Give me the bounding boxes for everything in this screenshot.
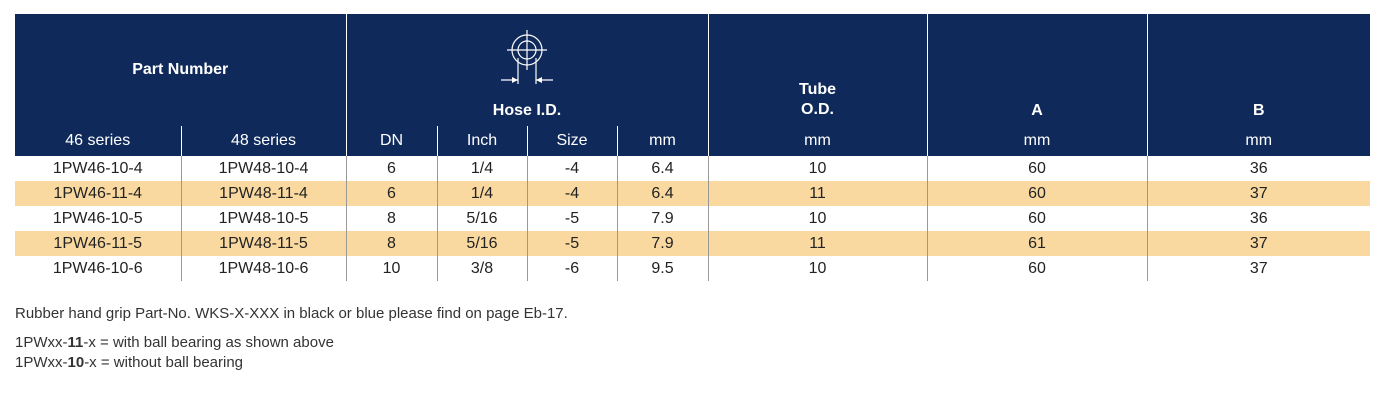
table-cell: 60 <box>926 256 1147 281</box>
table-cell: 9.5 <box>616 256 708 281</box>
header-cell: Tube O.D. <box>707 14 927 126</box>
table-cell: 6.4 <box>616 181 708 206</box>
subheader-cell: 46 series <box>15 126 181 156</box>
table-cell: 37 <box>1146 256 1370 281</box>
header-text: Tube <box>798 81 837 98</box>
table-row: 1PW46-10-6 1PW48-10-6 10 3/8 -6 9.5 10 60 37 <box>15 256 1370 281</box>
subheader-cell: Inch <box>436 126 527 156</box>
table-cell: 1PW46-10-6 <box>52 259 143 277</box>
subheader-cell: mm <box>926 126 1147 156</box>
header-cell: A <box>926 14 1147 126</box>
header-cell: Hose I.D. <box>345 14 708 126</box>
subheader-row: 46 series 48 series DN Inch Size mm mm mm mm <box>15 126 1370 156</box>
table-cell: 1PW46-10-4 <box>52 159 143 177</box>
note: Rubber hand grip Part-No. WKS-X-XXX in b… <box>15 305 568 322</box>
table-cell: 1PW46-11-5 <box>15 231 181 256</box>
table-cell: 6.4 <box>616 156 708 181</box>
header-cell: Part Number <box>15 14 346 126</box>
table-cell: 6 <box>345 156 437 181</box>
subheader-cell: mm <box>707 126 927 156</box>
table-cell: 1/4 <box>436 181 527 206</box>
table-cell: 1PW48-10-4 <box>180 156 346 181</box>
note: 1PWxx-10-x = without ball bearing <box>15 353 568 373</box>
header-text: Hose I.D. <box>492 102 562 119</box>
subheader-cell: mm <box>1146 126 1370 156</box>
table-cell: 37 <box>1146 231 1370 256</box>
table-cell: 10 <box>707 206 927 231</box>
table-cell: 1PW48-11-4 <box>180 181 346 206</box>
table-cell: -6 <box>526 256 617 281</box>
table-row: 1PW46-10-5 1PW48-10-5 8 5/16 -5 7.9 10 60 36 <box>15 206 1370 231</box>
table-cell: -5 <box>526 231 617 256</box>
table-cell: 11 <box>707 231 927 256</box>
table-cell: 8 <box>345 231 437 256</box>
note: 1PWxx-11-x = with ball bearing as shown … <box>15 333 568 353</box>
table-row: 1PW46-11-5 1PW48-11-5 8 5/16 -5 7.9 11 61 37 <box>15 231 1370 256</box>
table-cell: 3/8 <box>436 256 527 281</box>
table-cell: 7.9 <box>616 231 708 256</box>
subheader-cell: mm <box>616 126 708 156</box>
table-cell: 5/16 <box>436 206 527 231</box>
table-cell: 60 <box>926 181 1147 206</box>
subheader-cell: 48 series <box>180 126 346 156</box>
table-cell: 1PW48-10-5 <box>180 206 346 231</box>
table-body: 1PW46-10-4 1PW48-10-4 6 1/4 -4 6.4 10 60 36 1PW46… <box>15 156 1370 281</box>
table-cell: 1PW48-11-5 <box>180 231 346 256</box>
table-cell: 1/4 <box>436 156 527 181</box>
table-cell: 10 <box>345 256 437 281</box>
table-cell: -5 <box>526 206 617 231</box>
note-text: -x = without ball bearing <box>84 354 244 371</box>
table-cell: 8 <box>345 206 437 231</box>
parts-table: Part Number Hose I.D. <box>15 14 1370 281</box>
notes: Rubber hand grip Part-No. WKS-X-XXX in b… <box>15 304 568 373</box>
table-cell: 37 <box>1146 181 1370 206</box>
note-bold: 11 <box>67 334 84 351</box>
table-cell: -4 <box>526 156 617 181</box>
table-cell: 7.9 <box>616 206 708 231</box>
table-cell: 10 <box>707 256 927 281</box>
table-cell: 1PW46-10-5 <box>52 209 143 227</box>
table-cell: 10 <box>707 156 927 181</box>
table-row: 1PW46-10-4 1PW48-10-4 6 1/4 -4 6.4 10 60 36 <box>15 156 1370 181</box>
header-row: Part Number Hose I.D. <box>15 14 1370 126</box>
note-bold: 10 <box>67 354 85 371</box>
table-cell: 36 <box>1146 206 1370 231</box>
subheader-cell: Size <box>526 126 617 156</box>
table-cell: 36 <box>1146 156 1370 181</box>
table-cell: 60 <box>926 206 1147 231</box>
table-cell: 1PW48-10-6 <box>180 256 346 281</box>
header-text: O.D. <box>801 101 834 118</box>
note-text: 1PWxx- <box>15 354 68 371</box>
subheader-cell: DN <box>345 126 437 156</box>
note-text: -x = with ball bearing as shown above <box>83 334 334 351</box>
note-text: 1PWxx- <box>15 334 68 351</box>
table-cell: 1PW46-11-4 <box>15 181 181 206</box>
hose-icon <box>501 30 553 84</box>
table-row: 1PW46-11-4 1PW48-11-4 6 1/4 -4 6.4 11 60 37 <box>15 181 1370 206</box>
table-cell: 5/16 <box>436 231 527 256</box>
table-cell: 60 <box>926 156 1147 181</box>
table-cell: 6 <box>345 181 437 206</box>
header-cell: B <box>1146 14 1370 126</box>
table-cell: 61 <box>926 231 1147 256</box>
table-cell: 11 <box>707 181 927 206</box>
table-cell: -4 <box>526 181 617 206</box>
